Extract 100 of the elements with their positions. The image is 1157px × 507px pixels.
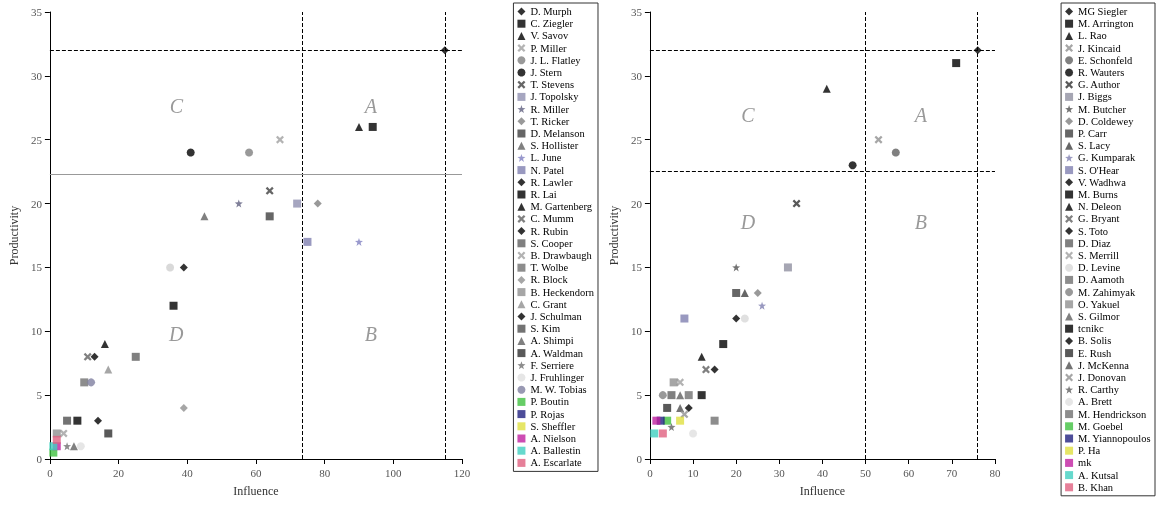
y-tick-label: 25: [30, 133, 43, 146]
legend-label: mk: [1078, 457, 1093, 469]
legend-label: M. W. Tobias: [530, 384, 587, 396]
legend-label: J. Topolsky: [530, 91, 580, 103]
legend-label: R. Rubin: [530, 225, 570, 237]
legend-label: M. Gartenberg: [530, 201, 593, 213]
legend-label: J. Kincaid: [1078, 42, 1122, 54]
legend-label: L. June: [530, 152, 562, 164]
legend-label: R. Miller: [530, 103, 570, 115]
legend-label: L. Rao: [1078, 30, 1107, 42]
legend-label: E. Schonfeld: [1078, 54, 1134, 66]
legend-label: J. Schulman: [530, 311, 583, 322]
legend-label: J. Biggs: [1078, 91, 1112, 103]
annotation: B: [914, 211, 927, 234]
legend-label: J. McKenna: [1078, 359, 1130, 371]
y-tick-label: 35: [630, 6, 643, 18]
x-tick-label: 100: [385, 466, 403, 479]
legend-label: D. Murph: [530, 6, 573, 17]
legend-label: F. Serriere: [530, 359, 575, 371]
x-axis-title: Influence: [233, 484, 279, 498]
legend-label: S. Gilmor: [1078, 311, 1120, 322]
legend-label: C. Grant: [530, 298, 567, 310]
annotation: A: [912, 103, 928, 126]
legend-label: J. Donovan: [1078, 372, 1127, 383]
annotation: D: [168, 322, 185, 345]
annotation: C: [741, 103, 756, 126]
legend-label: B. Solis: [1078, 335, 1112, 347]
legend-label: B. Drawbaugh: [530, 250, 593, 261]
legend-label: M. Goebel: [1078, 420, 1124, 432]
x-tick-label: 70: [946, 466, 958, 479]
legend-label: P. Ha: [1078, 445, 1101, 457]
legend-label: A. Escarlate: [530, 457, 583, 469]
legend-label: O. Yakuel: [1078, 298, 1120, 310]
legend-label: T. Ricker: [530, 115, 570, 127]
legend-label: N. Deleon: [1078, 201, 1122, 213]
legend-label: R. Lai: [530, 189, 557, 200]
x-tick-label: 0: [647, 466, 654, 479]
legend-label: J. L. Flatley: [530, 54, 582, 66]
x-tick-label: 120: [453, 466, 471, 479]
legend-label: A. Kutsal: [1078, 469, 1119, 481]
legend-label: P. Rojas: [530, 408, 565, 420]
legend-label: S. Kim: [530, 323, 561, 335]
x-tick-label: 0: [47, 466, 54, 479]
y-tick-label: 15: [630, 261, 643, 274]
legend-label: D. Aamoth: [1078, 274, 1125, 286]
annotation: A: [362, 94, 378, 117]
legend-label: N. Patel: [530, 164, 565, 176]
legend-label: A. Nielson: [530, 433, 577, 444]
legend-label: G. Author: [1078, 79, 1121, 91]
y-tick-label: 20: [630, 197, 643, 210]
legend-label: C. Mumm: [530, 213, 574, 225]
x-tick-label: 50: [860, 466, 872, 479]
x-tick-label: 10: [687, 466, 700, 479]
legend-label: M. Butcher: [1078, 103, 1127, 115]
annotation: C: [169, 94, 184, 117]
y-tick-label: 10: [630, 325, 643, 338]
x-tick-label: 20: [730, 466, 743, 479]
x-tick-label: 20: [113, 466, 125, 479]
legend-label: S. Toto: [1078, 225, 1109, 237]
y-tick-label: 5: [36, 389, 43, 402]
x-axis-title: Influence: [799, 484, 846, 498]
legend-label: MG Siegler: [1078, 6, 1128, 17]
legend-label: M. Hendrickson: [1078, 408, 1148, 420]
legend-label: M. Burns: [1078, 189, 1118, 200]
legend-label: S. Hollister: [530, 140, 579, 152]
legend-label: P. Miller: [530, 42, 568, 54]
x-tick-label: 40: [181, 466, 194, 479]
legend-label: P. Carr: [1078, 128, 1108, 139]
legend-label: P. Boutin: [530, 396, 570, 408]
legend-label: S. Lacy: [1078, 140, 1111, 152]
y-tick-label: 15: [30, 261, 43, 274]
legend-label: A. Shimpi: [530, 335, 574, 347]
legend-label: A. Ballestin: [530, 445, 582, 457]
legend-label: G. Kumparak: [1078, 152, 1136, 164]
x-tick-label: 30: [773, 466, 786, 479]
y-tick-label: 25: [630, 133, 643, 146]
legend-label: C. Ziegler: [530, 18, 574, 30]
legend-label: R. Carthy: [1078, 384, 1120, 396]
legend-label: E. Rush: [1078, 347, 1113, 359]
legend-label: M. Arrington: [1078, 18, 1135, 30]
legend-label: D. Melanson: [530, 128, 586, 139]
legend-label: B. Heckendorn: [530, 286, 595, 298]
legend-label: R. Block: [530, 274, 569, 286]
legend-label: B. Khan: [1078, 481, 1114, 493]
x-tick-label: 60: [903, 466, 915, 479]
legend-label: D. Diaz: [1078, 237, 1112, 249]
legend-label: tcnikc: [1078, 323, 1105, 335]
y-tick-label: 30: [30, 69, 43, 82]
y-tick-label: 20: [30, 197, 43, 210]
y-tick-label: 0: [36, 453, 43, 465]
y-axis-title: Productivity: [7, 205, 21, 266]
y-tick-label: 35: [30, 6, 43, 18]
x-tick-label: 40: [816, 466, 829, 479]
x-tick-label: 60: [250, 466, 262, 479]
legend-label: M. Yiannopoulos: [1078, 433, 1151, 444]
annotation: D: [739, 211, 756, 234]
legend-label: J. Fruhlinger: [530, 372, 585, 383]
x-tick-label: 80: [989, 466, 1001, 479]
legend-label: J. Stern: [530, 67, 563, 78]
legend-label: D. Coldewey: [1078, 115, 1135, 127]
